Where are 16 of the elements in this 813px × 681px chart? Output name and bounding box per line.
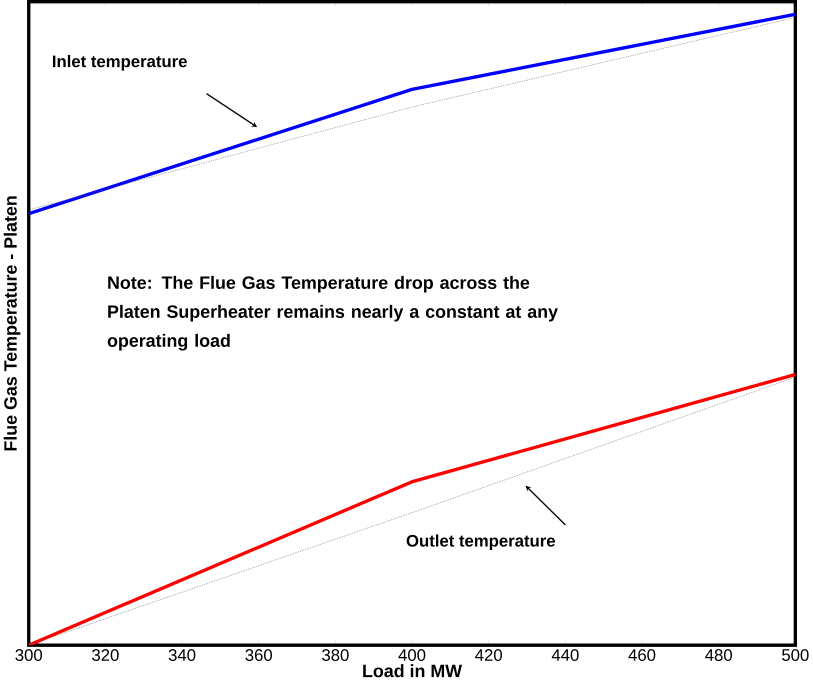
x-tick-label: 320 xyxy=(92,649,119,661)
x-tick-label: 340 xyxy=(168,649,196,661)
y-axis-title: Flue Gas Temperature - Platen xyxy=(4,196,20,450)
x-tick-label: 420 xyxy=(475,649,502,661)
x-tick-label: 500 xyxy=(782,649,809,661)
x-tick-label: 380 xyxy=(322,649,349,661)
x-tick-label: 300 xyxy=(15,649,42,661)
x-tick-label: 400 xyxy=(398,649,426,661)
annotation: Outlet temperature xyxy=(406,534,555,550)
x-tick-label: 460 xyxy=(628,649,656,661)
x-tick-label: 440 xyxy=(552,649,579,661)
x-tick-label: 480 xyxy=(705,649,732,661)
annotation: Note: The Flue Gas Temperature drop across the Platen Superheater remains nearly a constant at any operating load xyxy=(108,276,558,351)
x-axis-title: Load in MW xyxy=(363,664,462,678)
x-tick-label: 360 xyxy=(245,649,272,661)
annotation: Inlet temperature xyxy=(52,55,187,71)
